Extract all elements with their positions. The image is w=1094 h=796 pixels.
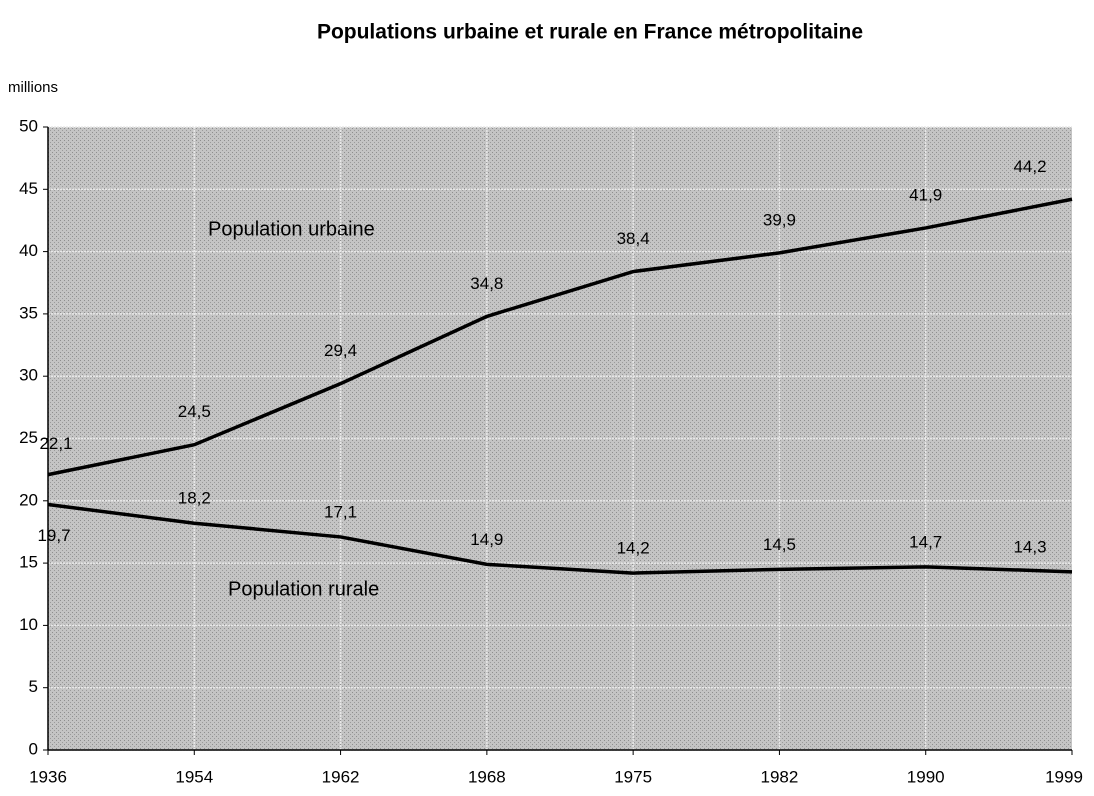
data-label: 14,5 bbox=[763, 535, 796, 554]
data-label: 29,4 bbox=[324, 341, 357, 360]
data-label: 24,5 bbox=[178, 402, 211, 421]
data-label: 41,9 bbox=[909, 185, 942, 204]
y-tick-label: 5 bbox=[29, 677, 38, 696]
x-tick-label: 1990 bbox=[907, 767, 945, 786]
x-tick-label: 1999 bbox=[1045, 767, 1083, 786]
data-label: 19,7 bbox=[37, 526, 70, 545]
data-label: 44,2 bbox=[1013, 157, 1046, 176]
series-annotation: Population urbaine bbox=[208, 218, 375, 240]
x-tick-label: 1936 bbox=[29, 767, 67, 786]
chart-title: Populations urbaine et rurale en France … bbox=[317, 21, 863, 44]
y-tick-label: 50 bbox=[19, 116, 38, 135]
data-label: 17,1 bbox=[324, 502, 357, 521]
x-tick-label: 1954 bbox=[175, 767, 213, 786]
series-annotation: Population rurale bbox=[228, 578, 379, 600]
data-label: 14,9 bbox=[470, 530, 503, 549]
data-label: 14,7 bbox=[909, 532, 942, 551]
y-tick-label: 20 bbox=[19, 490, 38, 509]
data-label: 38,4 bbox=[617, 229, 650, 248]
data-label: 39,9 bbox=[763, 210, 796, 229]
y-axis-label: millions bbox=[8, 79, 58, 96]
data-label: 34,8 bbox=[470, 274, 503, 293]
data-label: 14,2 bbox=[617, 539, 650, 558]
y-tick-label: 40 bbox=[19, 241, 38, 260]
y-tick-label: 0 bbox=[29, 739, 38, 758]
y-tick-label: 25 bbox=[19, 428, 38, 447]
y-tick-label: 10 bbox=[19, 615, 38, 634]
data-label: 18,2 bbox=[178, 489, 211, 508]
data-label: 14,3 bbox=[1013, 537, 1046, 556]
x-tick-label: 1968 bbox=[468, 767, 506, 786]
x-tick-label: 1975 bbox=[614, 767, 652, 786]
series-line bbox=[47, 502, 1073, 575]
y-tick-label: 35 bbox=[19, 303, 38, 322]
y-tick-label: 15 bbox=[19, 553, 38, 572]
series-line bbox=[47, 197, 1073, 477]
y-tick-label: 45 bbox=[19, 179, 38, 198]
data-label: 22,1 bbox=[39, 434, 72, 453]
y-tick-label: 30 bbox=[19, 366, 38, 385]
x-tick-label: 1962 bbox=[322, 767, 360, 786]
x-tick-label: 1982 bbox=[761, 767, 799, 786]
